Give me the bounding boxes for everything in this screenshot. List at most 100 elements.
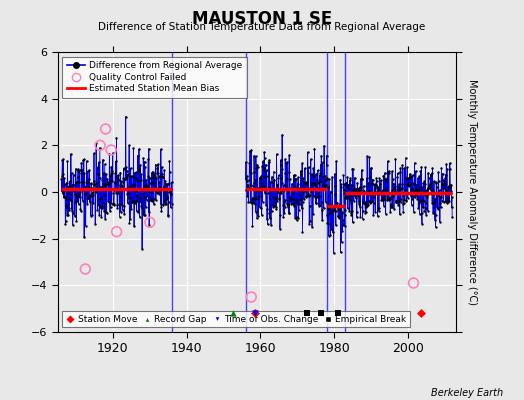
Point [322, 199, 330, 206]
Point [442, 172, 450, 178]
Point [268, 202, 277, 208]
Point [412, 186, 421, 192]
Point [315, 172, 324, 178]
Point [410, 160, 419, 166]
Point [283, 176, 291, 182]
Point [135, 214, 144, 220]
Point [307, 185, 315, 191]
Point [375, 205, 384, 212]
Point [268, 179, 277, 185]
Point [316, 202, 324, 208]
Point [294, 174, 302, 180]
Point [282, 184, 291, 190]
Point [248, 222, 257, 229]
Point [271, 199, 279, 206]
Point [370, 194, 378, 200]
Point [133, 208, 141, 214]
Point [356, 214, 365, 220]
Point [421, 205, 430, 211]
Point [439, 170, 447, 177]
Point [307, 156, 315, 162]
Point [113, 174, 121, 180]
Point [447, 181, 455, 188]
Point [85, 167, 94, 174]
Point [352, 191, 360, 197]
Point [137, 177, 145, 184]
Point [57, 176, 66, 182]
Point [316, 170, 324, 176]
Point [64, 212, 73, 218]
Point [88, 185, 96, 192]
Point [94, 170, 103, 177]
Point [323, 220, 332, 226]
Point [383, 175, 391, 182]
Point [391, 156, 400, 162]
Point [247, 200, 256, 206]
Point [61, 218, 70, 224]
Point [424, 174, 433, 181]
Point [283, 159, 291, 165]
Point [58, 190, 67, 196]
Point [438, 198, 446, 204]
Point [131, 200, 139, 206]
Point [427, 180, 435, 186]
Point [443, 187, 452, 194]
Point [401, 190, 409, 196]
Point [288, 190, 297, 196]
Point [259, 158, 267, 164]
Point [391, 183, 399, 190]
Point [260, 149, 268, 156]
Point [334, 310, 342, 316]
Point [332, 202, 341, 208]
Point [420, 208, 428, 214]
Point [442, 161, 451, 167]
Point [261, 161, 270, 168]
Point [245, 176, 253, 183]
Point [84, 168, 92, 175]
Point [148, 198, 157, 205]
Point [117, 178, 126, 184]
Point [102, 208, 111, 215]
Point [72, 218, 81, 225]
Point [84, 195, 93, 202]
Point [250, 195, 259, 202]
Point [320, 205, 328, 211]
Point [340, 186, 348, 193]
Point [267, 222, 275, 228]
Point [124, 194, 133, 201]
Point [158, 170, 166, 177]
Point [269, 186, 278, 193]
Point [335, 215, 344, 222]
Point [439, 177, 447, 184]
Point [64, 184, 72, 190]
Point [91, 186, 100, 192]
Point [105, 180, 113, 186]
Point [128, 173, 136, 179]
Point [252, 194, 260, 200]
Point [138, 204, 147, 211]
Point [248, 194, 257, 201]
Point [93, 186, 101, 192]
Point [101, 215, 110, 222]
Point [265, 184, 273, 190]
Point [300, 179, 308, 185]
Point [350, 191, 358, 198]
Point [323, 175, 331, 181]
Point [166, 188, 174, 195]
Point [280, 198, 288, 205]
Point [314, 167, 322, 174]
Point [317, 310, 325, 316]
Point [435, 218, 444, 225]
Point [75, 191, 83, 198]
Point [288, 200, 296, 206]
Point [285, 152, 293, 158]
Point [298, 176, 306, 182]
Point [323, 205, 332, 212]
Point [245, 185, 253, 191]
Point [70, 172, 78, 178]
Point [428, 165, 436, 171]
Point [277, 156, 285, 163]
Point [330, 204, 338, 210]
Point [299, 175, 307, 182]
Point [447, 188, 455, 195]
